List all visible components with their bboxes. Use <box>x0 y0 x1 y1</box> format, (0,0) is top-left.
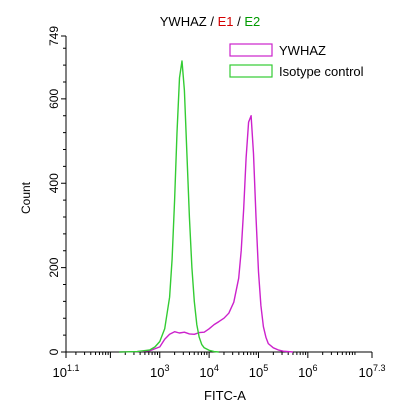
x-tick-label: 103 <box>150 363 169 380</box>
legend-swatch <box>229 43 273 57</box>
series-line-ywhaz <box>119 114 294 353</box>
x-tick-label: 104 <box>199 363 218 380</box>
title-part: YWHAZ <box>160 14 207 29</box>
legend: YWHAZ Isotype control <box>229 43 364 79</box>
series-line-isotype-control <box>119 60 219 353</box>
x-axis-label: FITC-A <box>204 388 246 403</box>
legend-label: Isotype control <box>279 64 364 79</box>
y-tick-label: 0 <box>47 348 61 355</box>
x-axis: 101.1 103 104 105 106 107.3 <box>53 351 386 380</box>
y-axis-label: Count <box>19 181 33 214</box>
legend-label: YWHAZ <box>279 43 326 58</box>
title-part: / <box>207 14 218 29</box>
legend-swatch <box>229 64 273 78</box>
x-tick-label: 106 <box>298 363 317 380</box>
x-tick-label: 105 <box>249 363 268 380</box>
y-tick-label: 400 <box>47 173 61 193</box>
y-tick-label: 749 <box>47 26 61 46</box>
title-part: E2 <box>244 14 260 29</box>
title-part: / <box>233 14 244 29</box>
chart-title: YWHAZ / E1 / E2 <box>160 14 260 29</box>
y-axis: 0 200 400 600 749 <box>47 26 67 355</box>
y-tick-label: 200 <box>47 257 61 277</box>
x-tick-label: 101.1 <box>53 363 80 380</box>
series-layer <box>119 60 294 353</box>
title-part: E1 <box>218 14 234 29</box>
y-tick-label: 600 <box>47 89 61 109</box>
x-tick-label: 107.3 <box>359 363 386 380</box>
